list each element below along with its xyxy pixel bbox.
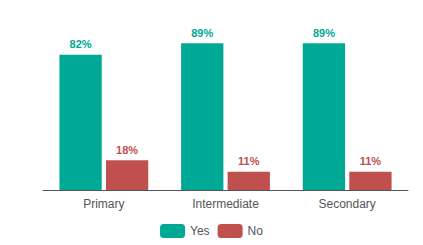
svg-text:No: No [248, 224, 264, 238]
svg-text:11%: 11% [238, 155, 260, 167]
svg-text:89%: 89% [313, 27, 335, 39]
svg-text:11%: 11% [360, 155, 382, 167]
svg-text:Secondary: Secondary [318, 197, 375, 211]
svg-text:18%: 18% [116, 144, 138, 156]
svg-text:82%: 82% [70, 38, 92, 50]
svg-text:Intermediate: Intermediate [192, 197, 259, 211]
svg-text:89%: 89% [191, 27, 213, 39]
svg-text:Primary: Primary [83, 197, 124, 211]
svg-text:Yes: Yes [190, 224, 210, 238]
